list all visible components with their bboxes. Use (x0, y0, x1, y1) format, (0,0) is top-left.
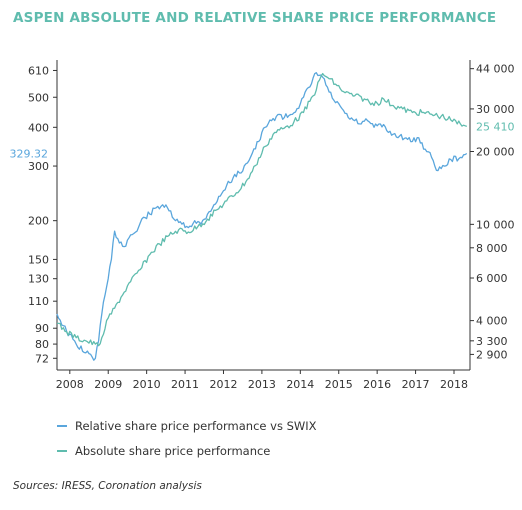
callout-left: 329.32 (10, 147, 49, 160)
y-tick-label-left: 150 (28, 253, 49, 266)
y-tick-label-right: 20 000 (476, 146, 515, 159)
y-tick-label-left: 110 (28, 295, 49, 308)
source-note: Sources: IRESS, Coronation analysis (13, 480, 202, 492)
x-tick-label: 2009 (94, 378, 122, 391)
chart-title: ASPEN ABSOLUTE AND RELATIVE SHARE PRICE … (13, 10, 497, 26)
x-tick-label: 2018 (440, 378, 468, 391)
y-tick-label-left: 130 (28, 273, 49, 286)
y-tick-label-right: 6 000 (476, 272, 508, 285)
x-tick-label: 2017 (402, 378, 430, 391)
y-tick-label-left: 72 (35, 352, 49, 365)
series-line-absolute (56, 72, 468, 347)
y-tick-label-left: 90 (35, 322, 49, 335)
x-tick-label: 2010 (133, 378, 161, 391)
x-tick-label: 2015 (325, 378, 353, 391)
y-tick-label-left: 300 (28, 160, 49, 173)
legend-item-relative: Relative share price performance vs SWIX (57, 419, 317, 433)
x-tick-label: 2014 (286, 378, 314, 391)
y-tick-label-left: 500 (28, 91, 49, 104)
x-tick-label: 2016 (363, 378, 391, 391)
y-tick-label-left: 200 (28, 215, 49, 228)
x-tick-label: 2011 (171, 378, 199, 391)
x-tick-label: 2013 (248, 378, 276, 391)
y-tick-label-left: 400 (28, 121, 49, 134)
x-tick-label: 2008 (56, 378, 84, 391)
y-tick-label-right: 44 000 (476, 63, 515, 76)
legend-item-absolute: Absolute share price performance (57, 444, 270, 458)
y-tick-label-right: 10 000 (476, 218, 515, 231)
y-tick-label-left: 80 (35, 338, 49, 351)
y-tick-label-right: 30 000 (476, 103, 515, 116)
y-tick-label-right: 3 300 (476, 335, 508, 348)
callout-right: 25 410 (476, 120, 515, 133)
legend-swatch-absolute (57, 450, 67, 452)
series-line-relative (56, 72, 468, 361)
y-tick-label-left: 610 (28, 64, 49, 77)
legend-label-absolute: Absolute share price performance (75, 444, 271, 458)
legend-swatch-relative (57, 425, 67, 427)
x-tick-label: 2012 (209, 378, 237, 391)
y-tick-label-right: 8 000 (476, 242, 508, 255)
legend-label-relative: Relative share price performance vs SWIX (75, 419, 317, 433)
y-tick-label-right: 2 900 (476, 348, 508, 361)
y-tick-label-right: 4 000 (476, 315, 508, 328)
